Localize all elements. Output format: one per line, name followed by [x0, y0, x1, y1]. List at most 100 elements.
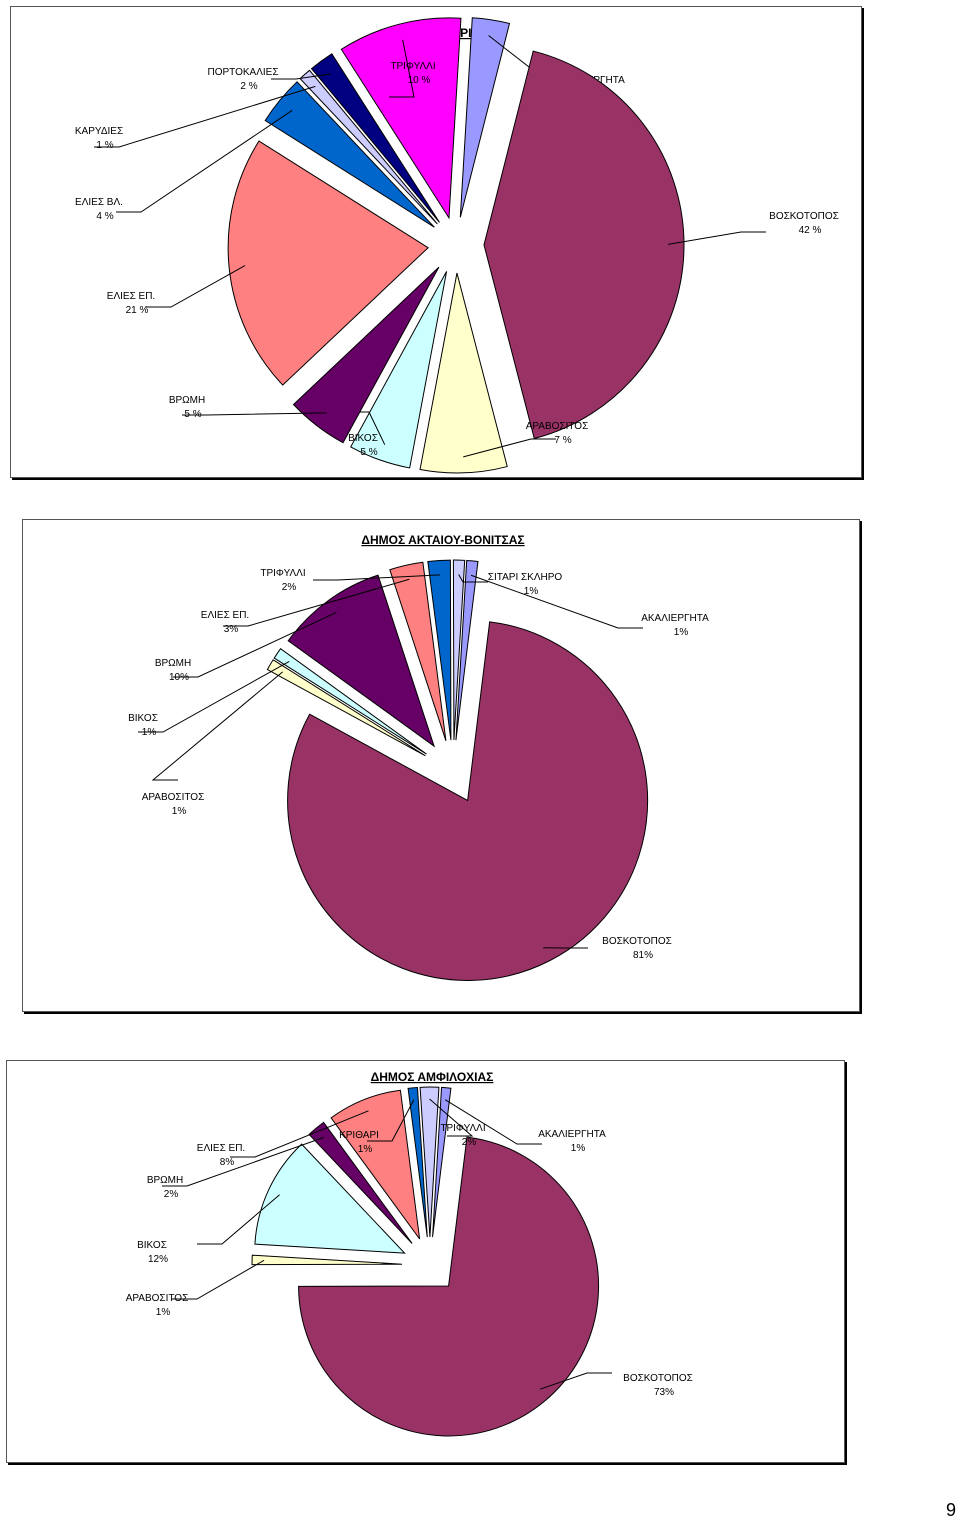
aktaiou-label-name-6: ΤΡΙΦΥΛΛΙ: [260, 568, 305, 579]
aktaiou-leader-2: [151, 671, 283, 781]
agrinio-label-name-7: ΚΑΡΥΔΙΕΣ: [75, 126, 123, 137]
amfilochias-leader-5: [230, 1110, 369, 1158]
aktaiou-label-value-6: 2%: [282, 582, 297, 593]
aktaiou-slice-5: [389, 561, 447, 741]
aktaiou-label-value-2: 1%: [172, 806, 187, 817]
chart-agrinio: ΔΗΜΟΣ ΑΓΡΙΝΙΟΥΑΚΑΛΙΕΡΓΗΤΑ3 %ΒΟΣΚΟΤΟΠΟΣ42…: [10, 6, 862, 478]
aktaiou-slice-7: [452, 559, 466, 741]
aktaiou-leader-6: [313, 574, 441, 581]
amfilochias-slice-6: [407, 1086, 428, 1238]
agrinio-label-name-5: ΕΛΙΕΣ ΕΠ.: [107, 291, 155, 302]
amfilochias-slice-4: [308, 1121, 413, 1244]
agrinio-slice-6: [264, 81, 435, 228]
amfilochias-leader-1: [539, 1372, 612, 1390]
aktaiou-label-name-0: ΑΚΑΛΙΕΡΓΗΤΑ: [641, 613, 709, 624]
amfilochias-label-value-7: 2%: [462, 1137, 477, 1148]
amfilochias-label-name-1: ΒΟΣΚΟΤΟΠΟΣ: [623, 1373, 693, 1384]
agrinio-leader-8: [271, 73, 331, 80]
amfilochias-label-name-7: ΤΡΙΦΥΛΛΙ: [440, 1123, 485, 1134]
aktaiou-label-value-7: 1%: [524, 586, 539, 597]
amfilochias-label-value-6: 1%: [358, 1144, 373, 1155]
agrinio-label-value-3: 5 %: [360, 447, 377, 458]
amfilochias-leader-0: [444, 1099, 542, 1145]
amfilochias-leader-3: [197, 1194, 280, 1245]
agrinio-label-value-9: 10 %: [408, 75, 431, 86]
amfilochias-label-value-0: 1%: [571, 1143, 586, 1154]
amfilochias-label-name-3: ΒΙΚΟΣ: [137, 1240, 167, 1251]
aktaiou-label-name-3: ΒΙΚΟΣ: [128, 713, 158, 724]
agrinio-slice-2: [419, 272, 508, 474]
aktaiou-label-value-0: 1%: [674, 627, 689, 638]
aktaiou-slice-1: [287, 621, 649, 981]
agrinio-slice-0: [459, 17, 511, 218]
agrinio-leader-4: [182, 412, 327, 416]
agrinio-label-name-3: ΒΙΚΟΣ: [348, 433, 378, 444]
amfilochias-slice-3: [254, 1143, 406, 1254]
agrinio-leader-7: [94, 85, 316, 148]
agrinio-slice-5: [227, 140, 429, 386]
agrinio-label-value-8: 2 %: [240, 81, 257, 92]
amfilochias-slice-5: [330, 1089, 421, 1240]
amfilochias-label-value-2: 1%: [156, 1307, 171, 1318]
amfilochias-label-name-6: ΚΡΙΘΑΡΙ: [339, 1130, 379, 1141]
agrinio-label-value-1: 42 %: [799, 225, 822, 236]
agrinio-label-value-5: 21 %: [126, 305, 149, 316]
amfilochias-label-name-4: ΒΡΩΜΗ: [147, 1175, 183, 1186]
agrinio-slice-4: [292, 266, 440, 444]
aktaiou-label-name-1: ΒΟΣΚΟΤΟΠΟΣ: [602, 936, 672, 947]
amfilochias-label-value-4: 2%: [164, 1189, 179, 1200]
agrinio-leader-1: [667, 231, 766, 245]
aktaiou-leader-0: [470, 574, 643, 629]
page-number: 9: [945, 1500, 956, 1520]
chart-amfilochias: ΔΗΜΟΣ ΑΜΦΙΛΟΧΙΑΣ ΑΚΑΛΙΕΡΓΗΤΑ 1% ΒΟΣΚΟΤΟΠΟΣ 7…: [6, 1060, 845, 1463]
agrinio-slice-8: [310, 53, 440, 223]
aktaiou-label-value-5: 3%: [224, 624, 239, 635]
chart-amfilochias-svg: ΔΗΜΟΣ ΑΜΦΙΛΟΧΙΑΣ ΑΚΑΛΙΕΡΓΗΤΑ 1% ΒΟΣΚΟΤΟΠΟΣ 7…: [126, 1070, 693, 1437]
agrinio-slice-1: [483, 50, 685, 440]
aktaiou-label-value-1: 81%: [633, 950, 653, 961]
aktaiou-slice-0: [455, 559, 479, 741]
aktaiou-leader-7: [458, 574, 488, 583]
amfilochias-slice-7: [419, 1086, 440, 1238]
agrinio-leader-5: [146, 265, 246, 308]
aktaiou-label-name-7: ΣΙΤΑΡΙ ΣΚΛΗΡΟ: [488, 572, 563, 583]
aktaiou-leader-3: [138, 660, 290, 733]
amfilochias-slice-2: [251, 1254, 403, 1266]
agrinio-slice-3: [350, 271, 448, 469]
agrinio-label-value-7: 1 %: [96, 140, 113, 151]
amfilochias-label-value-5: 8%: [220, 1157, 235, 1168]
aktaiou-slice-6: [427, 559, 452, 741]
amfilochias-label-name-2: ΑΡΑΒΟΣΙΤΟΣ: [126, 1293, 189, 1304]
aktaiou-title: ΔΗΜΟΣ ΑΚΤΑΙΟΥ-ΒΟΝΙΤΣΑΣ: [361, 533, 524, 547]
agrinio-label-name-2: ΑΡΑΒΟΣΙΤΟΣ: [526, 421, 589, 432]
agrinio-slice-9: [340, 17, 462, 220]
agrinio-label-value-4: 5 %: [184, 409, 201, 420]
amfilochias-slice-0: [432, 1086, 452, 1238]
agrinio-label-name-6: ΕΛΙΕΣ ΒΛ.: [75, 197, 123, 208]
chart-agrinio-svg: ΔΗΜΟΣ ΑΓΡΙΝΙΟΥΑΚΑΛΙΕΡΓΗΤΑ3 %ΒΟΣΚΟΤΟΠΟΣ42…: [75, 17, 839, 474]
aktaiou-label-name-5: ΕΛΙΕΣ ΕΠ.: [201, 610, 249, 621]
agrinio-label-name-9: ΤΡΙΦΥΛΛΙ: [390, 61, 435, 72]
aktaiou-leader-4: [173, 612, 337, 678]
aktaiou-label-value-3: 1%: [142, 727, 157, 738]
aktaiou-leader-5: [223, 578, 410, 627]
amfilochias-label-value-1: 73%: [654, 1387, 674, 1398]
amfilochias-label-name-0: ΑΚΑΛΙΕΡΓΗΤΑ: [538, 1129, 606, 1140]
agrinio-label-name-4: ΒΡΩΜΗ: [169, 395, 205, 406]
amfilochias-label-value-3: 12%: [148, 1254, 168, 1265]
amfilochias-leader-4: [162, 1136, 324, 1187]
amfilochias-leader-2: [172, 1259, 265, 1300]
agrinio-label-name-8: ΠΟΡΤΟΚΑΛΙΕΣ: [207, 67, 278, 78]
aktaiou-slice-2: [266, 659, 426, 757]
chart-aktaiou-vonitsas: ΔΗΜΟΣ ΑΚΤΑΙΟΥ-ΒΟΝΙΤΣΑΣ ΑΚΑΛΙΕΡΓΗΤΑ 1% ΒΟΣΚΟ…: [22, 519, 860, 1012]
agrinio-label-value-2: 7 %: [554, 435, 571, 446]
agrinio-leader-6: [116, 109, 293, 213]
aktaiou-label-value-4: 10%: [169, 672, 189, 683]
amfilochias-leader-6: [367, 1099, 415, 1142]
aktaiou-label-name-4: ΒΡΩΜΗ: [155, 658, 191, 669]
agrinio-label-name-1: ΒΟΣΚΟΤΟΠΟΣ: [769, 211, 839, 222]
amfilochias-label-name-5: ΕΛΙΕΣ ΕΠ.: [197, 1143, 245, 1154]
agrinio-label-value-6: 4 %: [96, 211, 113, 222]
amfilochias-slice-1: [298, 1136, 600, 1437]
aktaiou-label-name-2: ΑΡΑΒΟΣΙΤΟΣ: [142, 792, 205, 803]
